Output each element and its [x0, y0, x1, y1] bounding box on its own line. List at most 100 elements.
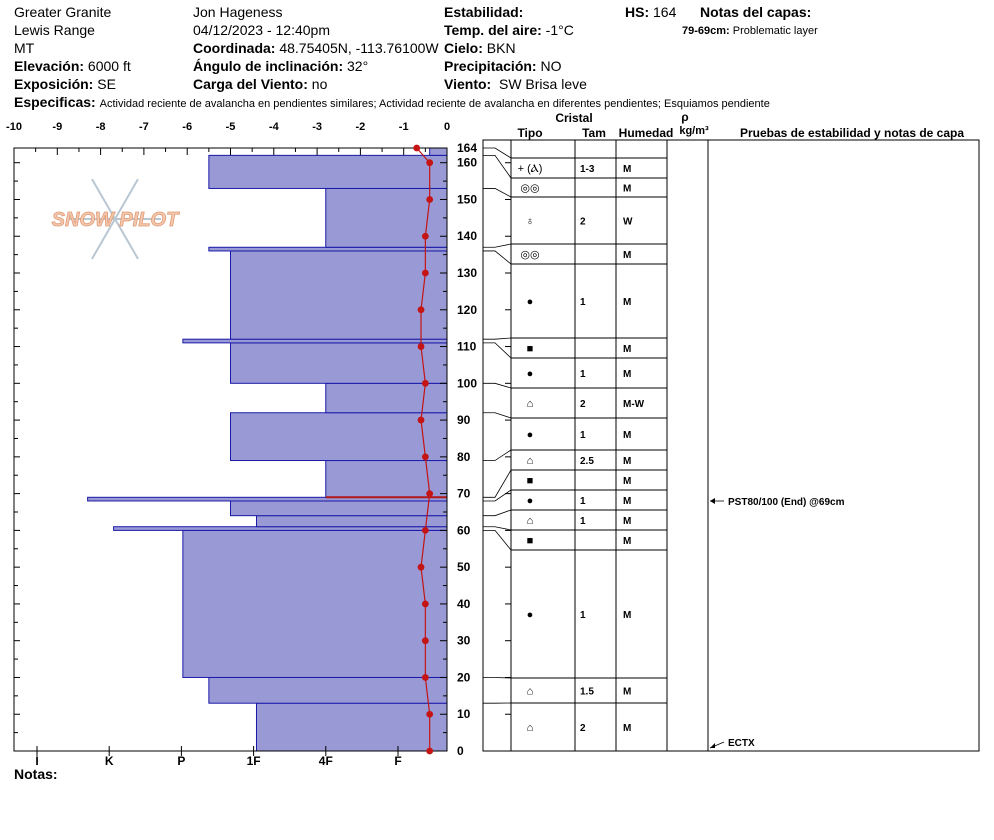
crystal-type: ■	[527, 535, 534, 547]
wind-label: Viento:	[444, 76, 492, 92]
depth-connector	[483, 526, 512, 531]
coord-value: 48.75405N, -113.76100W	[279, 40, 439, 56]
crystal-header: Cristal	[555, 111, 592, 125]
moisture-value: M	[623, 456, 631, 467]
hardness-tick-label: 4F	[319, 754, 333, 768]
depth-tick-label: 150	[457, 192, 477, 206]
snowpilot-watermark: SNOW PILOT	[51, 178, 181, 260]
crystal-size: 1	[580, 369, 586, 380]
depth-tick-label: 110	[457, 340, 477, 354]
hardness-tick-label: F	[394, 754, 401, 768]
crystal-size: 1	[580, 297, 586, 308]
aspect-value: SE	[97, 76, 116, 92]
moisture-value: M	[623, 369, 631, 380]
temperature-point	[417, 416, 425, 424]
moisture-value: M	[623, 430, 631, 441]
hardness-bar	[182, 529, 448, 678]
hardness-bar	[429, 147, 448, 156]
datetime: 04/12/2023 - 12:40pm	[193, 22, 330, 38]
precipitation: Precipitación: NO	[444, 57, 561, 75]
crystal-type: ●	[527, 495, 534, 507]
depth-connector	[483, 382, 512, 389]
tests-header: Pruebas de estabilidad y notas de capa	[740, 126, 964, 140]
hardness-bar	[182, 338, 448, 344]
hardness-bar	[230, 250, 448, 340]
aspect-label: Exposición:	[14, 76, 94, 92]
rho-header: ρ	[681, 110, 688, 124]
hardness-bars	[87, 147, 448, 752]
crystal-type: ⌂	[527, 722, 534, 734]
moisture-header: Humedad	[619, 126, 674, 140]
depth-tick-label: 10	[457, 707, 471, 721]
depth-tick-label: 40	[457, 597, 471, 611]
moisture-value: M	[623, 496, 631, 507]
depth-tick-label: 130	[457, 266, 477, 280]
temperature-point	[426, 196, 434, 203]
temp-tick-label: -2	[356, 121, 366, 133]
depth-connector	[483, 412, 512, 419]
depth-connector	[483, 250, 512, 265]
temperature-point	[426, 747, 434, 755]
slope-angle: Ángulo de inclinación: 32°	[193, 57, 368, 75]
specifics-label: Especificas:	[14, 94, 96, 110]
stability-test: ECTX	[728, 738, 755, 749]
temperature-point	[421, 453, 429, 461]
crystal-size: 1	[580, 516, 586, 527]
layer-note: 79-69cm: Problematic layer	[682, 22, 818, 40]
crystal-type: ⌂	[527, 455, 534, 467]
notes: Notas:	[14, 765, 58, 783]
temperature-point	[421, 526, 429, 534]
hs: HS: 164	[625, 3, 676, 21]
stability-test: PST80/100 (End) @69cm	[728, 497, 845, 508]
temp-tick-label: -6	[182, 121, 192, 133]
hs-value: 164	[653, 4, 677, 20]
elevation: Elevación: 6000 ft	[14, 57, 131, 75]
depth-connector	[483, 188, 512, 198]
crystal-type: ⌂	[527, 398, 534, 410]
crystal-type: ◎◎	[520, 249, 539, 261]
moisture-value: M	[623, 687, 631, 698]
crystal-type: ●	[527, 296, 534, 308]
air-temp-label: Temp. del aire:	[444, 22, 542, 38]
slope-value: 32°	[347, 58, 369, 74]
sky: Cielo: BKN	[444, 39, 516, 57]
crystal-size: 2.5	[580, 456, 594, 467]
crystal-size: 1	[580, 610, 586, 621]
depth-connector	[483, 342, 512, 359]
location: Greater Granite	[14, 4, 112, 20]
moisture-value: W	[623, 217, 633, 228]
watermark-flake-arm	[91, 218, 116, 260]
hardness-bar	[230, 412, 448, 462]
crystal-type: ●	[527, 609, 534, 621]
temperature-point	[417, 563, 425, 571]
test-arrow-head	[710, 743, 715, 748]
temperature-line	[416, 147, 431, 751]
stability-label: Estabilidad:	[444, 4, 524, 20]
depth-connector	[483, 449, 512, 461]
temp-tick-label: -7	[139, 121, 149, 133]
moisture-value: M	[623, 536, 631, 547]
temperature-point	[413, 144, 421, 152]
depth-connector	[483, 147, 512, 159]
crystal-size: 1-3	[580, 164, 595, 175]
crystal-size: 2	[580, 723, 586, 734]
precip-value: NO	[540, 58, 562, 74]
depth-tick-label: 50	[457, 560, 471, 574]
moisture-value: M-W	[623, 399, 645, 410]
moisture-value: M	[623, 297, 631, 308]
hardness-bar	[255, 515, 448, 528]
crystal-type: ⌂	[527, 515, 534, 527]
depth-connector	[483, 154, 512, 179]
depth-tick-label: 20	[457, 670, 471, 684]
watermark-text: SNOW PILOT	[52, 209, 180, 231]
temperature-point	[421, 674, 429, 681]
temp-tick-label: -4	[269, 121, 280, 133]
hardness-bar	[255, 702, 448, 752]
hardness-bar	[230, 500, 448, 517]
depth-tick-label: 60	[457, 523, 471, 537]
specifics: Especificas: Actividad reciente de avala…	[14, 93, 770, 113]
temperature-point	[417, 343, 425, 350]
temperature-point	[417, 306, 425, 314]
size-header: Tam	[582, 126, 606, 140]
